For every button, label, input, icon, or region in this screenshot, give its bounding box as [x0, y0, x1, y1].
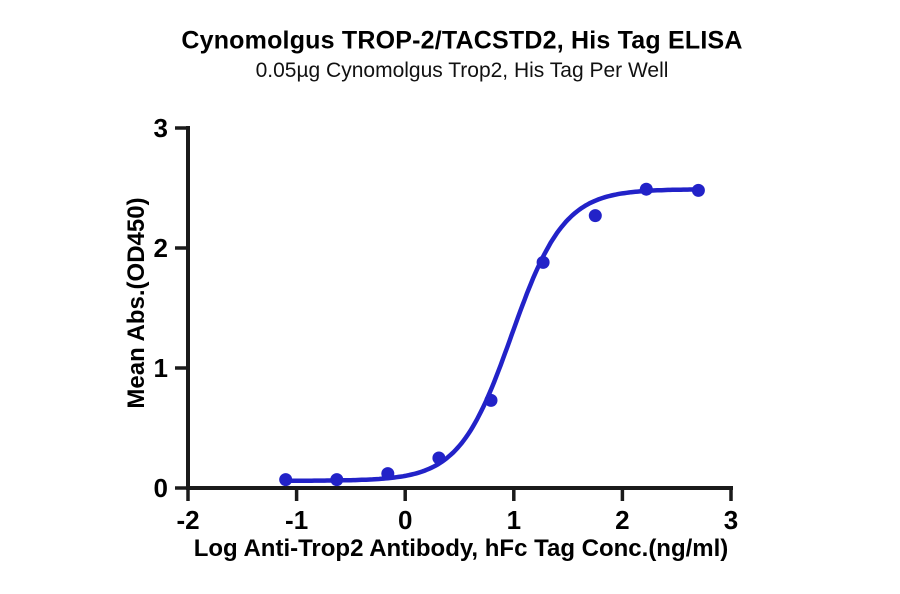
data-point [279, 473, 293, 487]
x-tick-label: 2 [615, 505, 629, 535]
x-axis-label: Log Anti-Trop2 Antibody, hFc Tag Conc.(n… [193, 535, 729, 562]
x-tick-label: -2 [176, 505, 199, 535]
chart-subtitle: 0.05µg Cynomolgus Trop2, His Tag Per Wel… [255, 59, 669, 82]
fit-curve [283, 187, 701, 483]
data-point [330, 473, 344, 487]
data-point [432, 451, 446, 465]
axis-spines [186, 126, 733, 490]
y-tick-label: 2 [154, 233, 168, 263]
x-tick-label: -1 [285, 505, 308, 535]
x-tick-label: 0 [398, 505, 412, 535]
data-point [536, 255, 550, 269]
y-tick-label: 1 [154, 353, 168, 383]
y-tick-label: 3 [154, 113, 168, 143]
y-axis-label: Mean Abs.(OD450) [123, 197, 150, 409]
data-point [639, 182, 653, 196]
x-tick-label: 1 [507, 505, 521, 535]
y-tick-label: 0 [154, 473, 168, 503]
chart-title: Cynomolgus TROP-2/TACSTD2, His Tag ELISA [181, 26, 743, 55]
x-tick-label: 3 [724, 505, 738, 535]
data-point [484, 393, 498, 407]
data-point [381, 467, 395, 481]
data-point [691, 183, 705, 197]
data-point [588, 209, 602, 223]
